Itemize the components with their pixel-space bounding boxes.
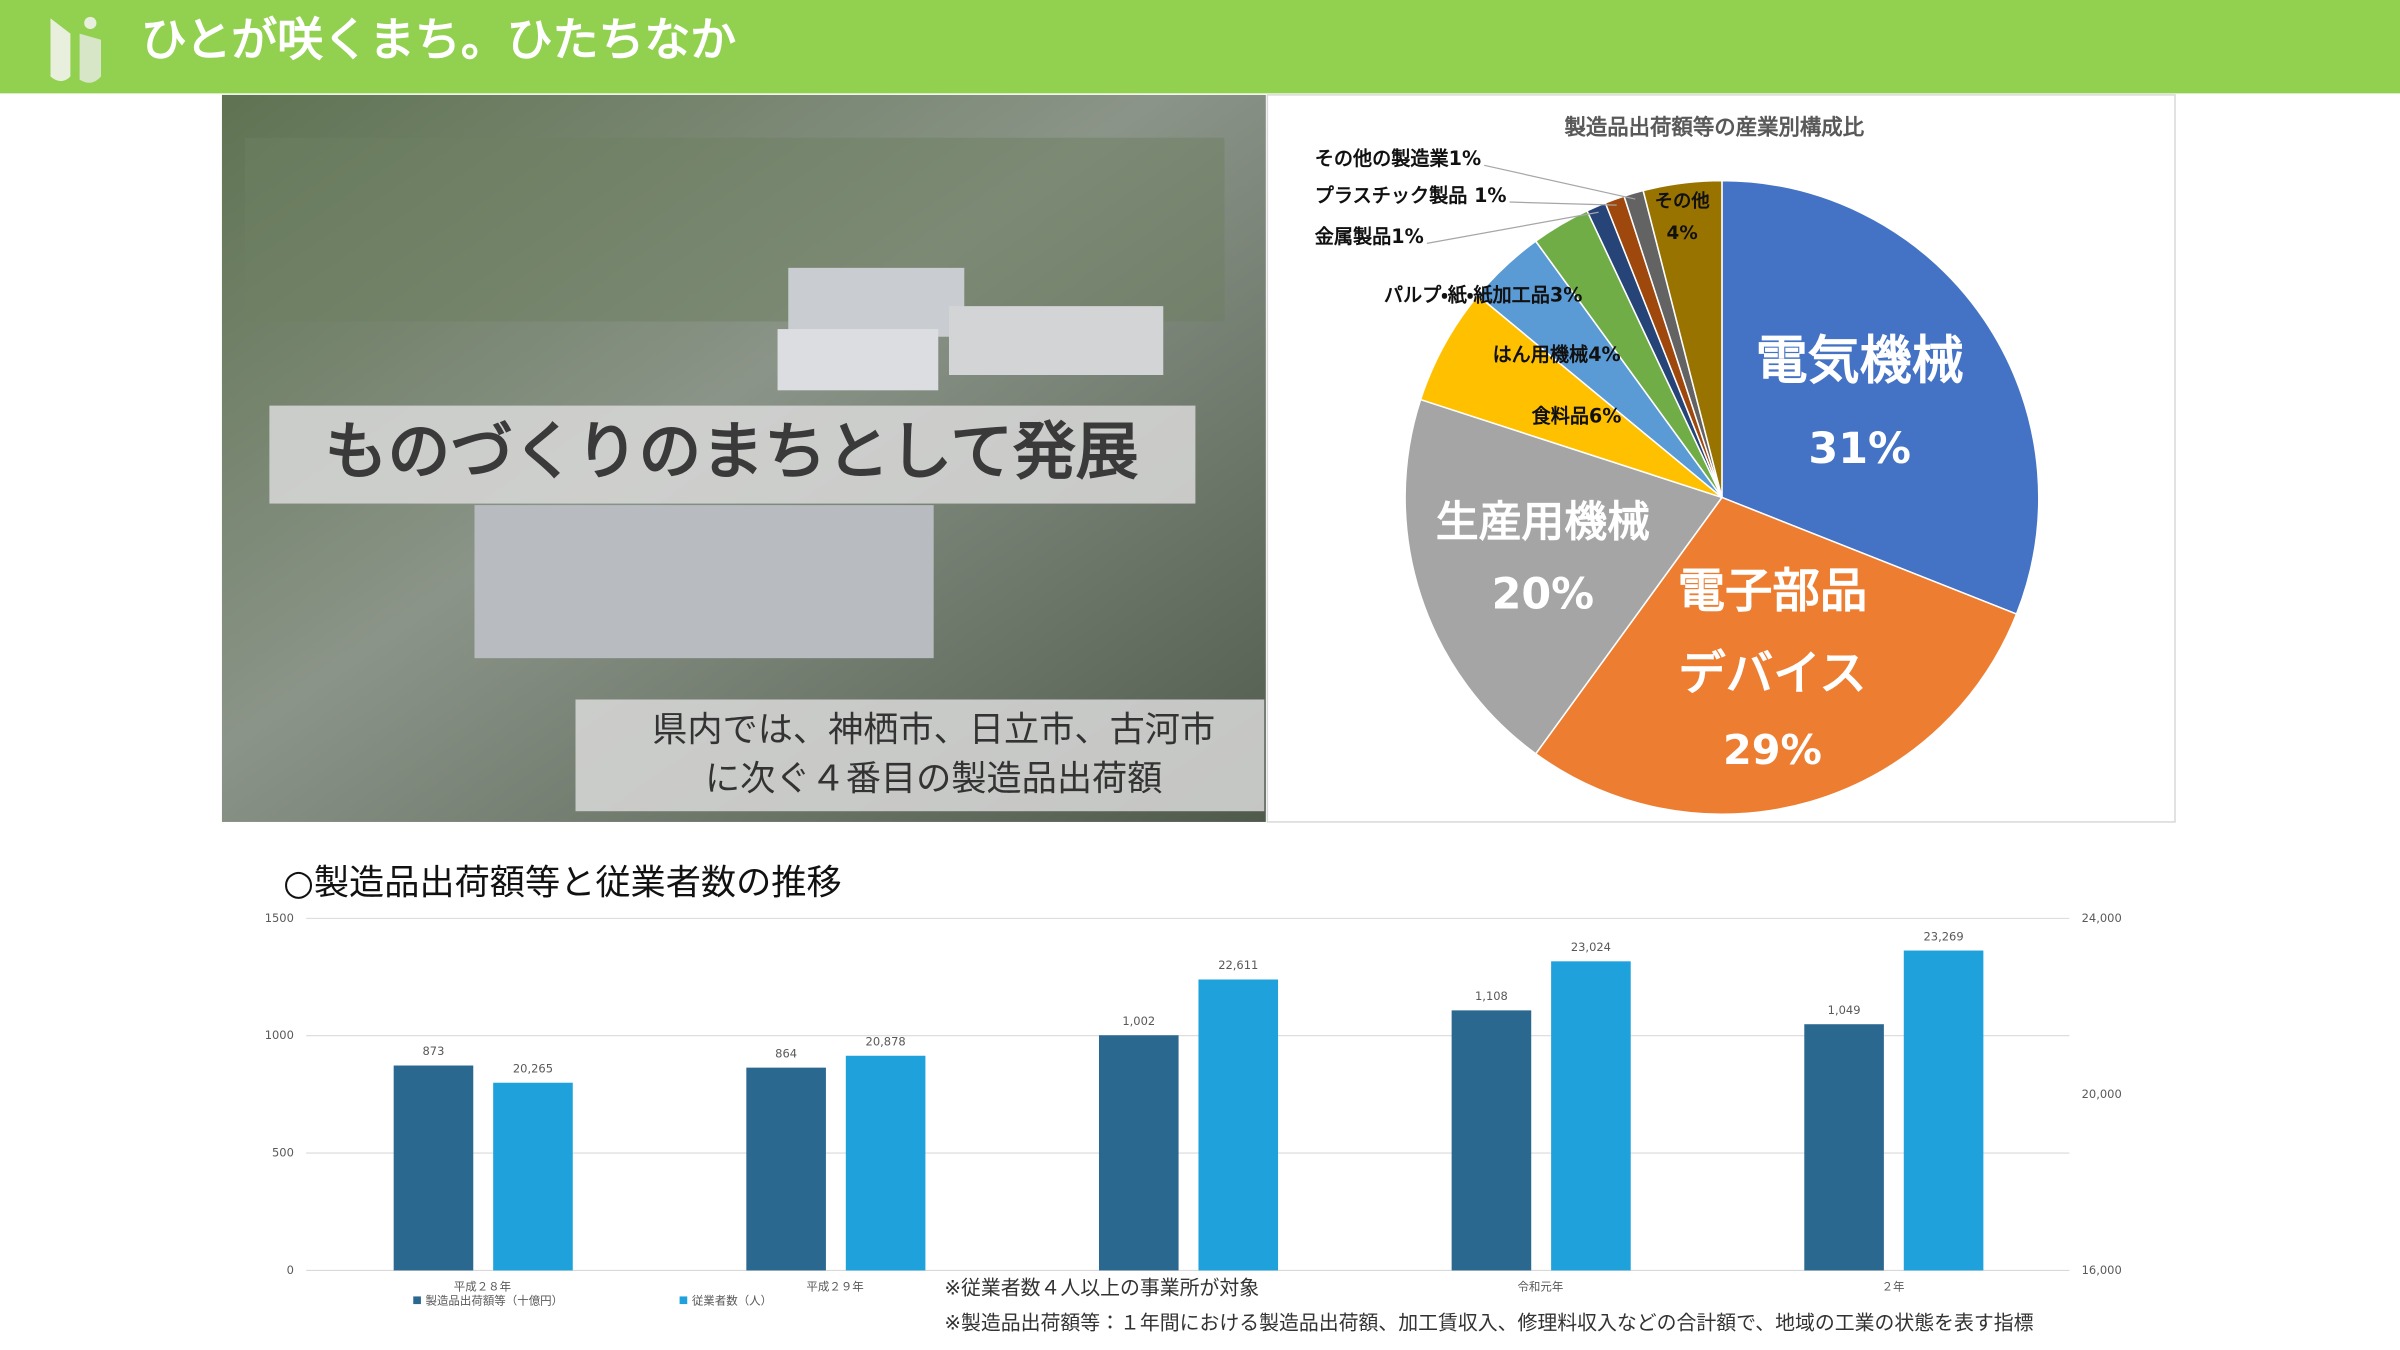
pie-label-name: はん用機械 bbox=[1493, 343, 1589, 366]
pie-label: 電気機械 bbox=[1756, 331, 1964, 391]
pie-value-label: 20% bbox=[1492, 569, 1595, 619]
pie-label-name: 金属製品 bbox=[1315, 225, 1392, 248]
bar bbox=[1903, 950, 1984, 1271]
bar-value-label: 873 bbox=[423, 1044, 445, 1058]
x-tick-label: 令和元年 bbox=[1517, 1280, 1563, 1294]
legend-swatch bbox=[413, 1296, 421, 1305]
pie-label: 食料品6% bbox=[1532, 404, 1622, 427]
photo-caption: ものづくりのまちとして発展 bbox=[325, 415, 1139, 488]
pie-value-label: 3% bbox=[1550, 283, 1582, 306]
pie-value-label: 29% bbox=[1723, 726, 1822, 774]
pie-value-label: 4% bbox=[1667, 223, 1698, 244]
pie-slice bbox=[1534, 496, 2018, 815]
bar bbox=[746, 1067, 826, 1271]
pie-slice bbox=[1404, 398, 1724, 755]
y2-tick-label: 16,000 bbox=[2082, 1263, 2122, 1277]
y-tick-label: 500 bbox=[272, 1146, 294, 1160]
note: ※従業者数４人以上の事業所が対象 bbox=[944, 1276, 1259, 1299]
bar bbox=[845, 1055, 926, 1271]
x-tick-label: ２年 bbox=[1882, 1280, 1905, 1294]
pie-slice bbox=[1642, 179, 1723, 498]
bar-value-label: 23,024 bbox=[1571, 940, 1611, 954]
pie-label-name: パルプ・紙・紙加工品 bbox=[1384, 283, 1550, 306]
pie-value-label: 1% bbox=[1391, 225, 1423, 248]
bar bbox=[393, 1065, 474, 1271]
pie-label: パルプ・紙・紙加工品3% bbox=[1384, 283, 1583, 306]
leader-line bbox=[1426, 211, 1599, 244]
bar bbox=[1198, 979, 1279, 1271]
bar-value-label: 20,265 bbox=[513, 1061, 553, 1075]
y2-tick-label: 24,000 bbox=[2082, 911, 2122, 925]
note: ※製造品出荷額等：１年間における製造品出荷額、加工賃収入、修理料収入などの合計額… bbox=[944, 1311, 2033, 1334]
legend-label: 製造品出荷額等（十億円） bbox=[426, 1294, 564, 1308]
y-tick-label: 0 bbox=[287, 1263, 294, 1277]
y2-tick-label: 20,000 bbox=[2082, 1087, 2122, 1101]
legend-swatch bbox=[679, 1296, 688, 1305]
pie-value-label: 31% bbox=[1808, 424, 1911, 474]
pie-label: その他 bbox=[1655, 190, 1711, 212]
header-bar bbox=[0, 0, 2400, 94]
bar bbox=[493, 1082, 573, 1271]
x-tick-label: 平成２８年 bbox=[454, 1280, 511, 1294]
pie-label: プラスチック製品 1% bbox=[1315, 183, 1507, 206]
bar-value-label: 23,269 bbox=[1924, 929, 1964, 943]
bar bbox=[1451, 1010, 1532, 1271]
photo bbox=[221, 94, 1266, 822]
pie-label-name: プラスチック製品 bbox=[1315, 183, 1474, 206]
pie-label: 金属製品1% bbox=[1315, 225, 1424, 248]
section-title: ○製造品出荷額等と従業者数の推移 bbox=[283, 863, 842, 904]
pie-title: 製造品出荷額等の産業別構成比 bbox=[1564, 115, 1864, 141]
pie-slice bbox=[1419, 294, 1723, 499]
pie-label: 生産用機械 bbox=[1436, 498, 1650, 548]
bar-value-label: 864 bbox=[775, 1046, 797, 1060]
pie-label-name: その他の製造業 bbox=[1315, 147, 1450, 170]
pie-slice bbox=[1721, 179, 2040, 616]
bar bbox=[1098, 1035, 1179, 1271]
leader-line bbox=[1484, 164, 1636, 200]
logo bbox=[50, 16, 102, 83]
pie-label-line: デバイス bbox=[1678, 647, 1866, 702]
legend-label: 従業者数（人） bbox=[692, 1294, 772, 1308]
bar-value-label: 22,611 bbox=[1218, 958, 1258, 972]
photo-note: に次ぐ４番目の製造品出荷額 bbox=[705, 759, 1162, 800]
pie-value-label: 6% bbox=[1589, 404, 1621, 427]
pie-value-label: 1% bbox=[1449, 147, 1481, 170]
pie-value-label: 4% bbox=[1588, 343, 1620, 366]
y-tick-label: 1500 bbox=[265, 911, 294, 925]
x-tick-label: 平成２９年 bbox=[806, 1280, 863, 1294]
bar-value-label: 1,049 bbox=[1828, 1003, 1861, 1017]
pie-label: その他の製造業1% bbox=[1315, 147, 1481, 170]
photo-note: 県内では、神栖市、日立市、古河市 bbox=[652, 710, 1215, 751]
pie-label: はん用機械4% bbox=[1493, 343, 1621, 366]
header-title: ひとが咲くまち。ひたちなか bbox=[141, 12, 736, 66]
pie-label-line: 電子部品 bbox=[1678, 564, 1868, 619]
bar-value-label: 1,108 bbox=[1475, 989, 1508, 1003]
bar-value-label: 1,002 bbox=[1122, 1014, 1155, 1028]
pie-label: 電子部品デバイス bbox=[1678, 564, 1868, 702]
bar-value-label: 20,878 bbox=[866, 1034, 906, 1048]
pie-value-label: 1% bbox=[1474, 183, 1506, 206]
bar bbox=[1804, 1024, 1884, 1271]
leader-line bbox=[1509, 201, 1617, 206]
bar bbox=[1551, 961, 1631, 1271]
pie-label-name: 食料品 bbox=[1532, 404, 1589, 427]
y-tick-label: 1000 bbox=[265, 1028, 294, 1042]
